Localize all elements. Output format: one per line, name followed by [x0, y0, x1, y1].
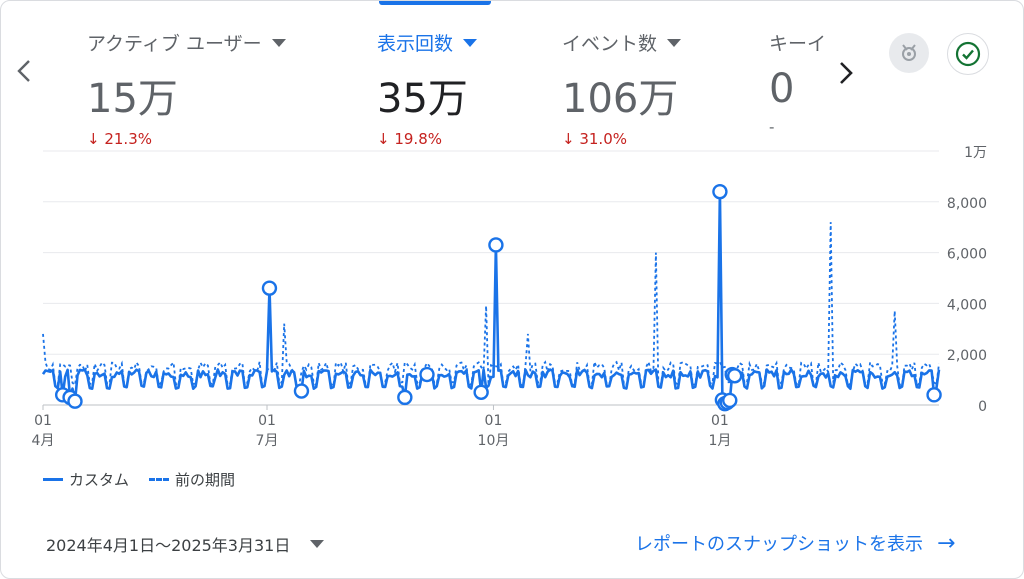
chart-grid [43, 150, 939, 406]
caret-down-icon [667, 38, 682, 47]
y-tick-label: 1万 [964, 145, 987, 161]
report-link-text: レポートのスナップショットを表示 [635, 534, 923, 555]
x-tick-month: 7月 [256, 433, 279, 449]
metric-delta: ↓ 21.3% [87, 130, 152, 148]
x-tick-day: 01 [34, 413, 52, 429]
metric-selector-key-events[interactable]: キーイベント [769, 29, 827, 56]
anomaly-marker[interactable] [726, 368, 743, 384]
insights-badge-button[interactable] [889, 33, 929, 73]
metric-value: 0 [769, 66, 795, 112]
anomaly-marker[interactable] [722, 392, 738, 409]
y-tick-label: 4,000 [947, 297, 987, 313]
metric-views[interactable]: 表示回数 35万 ↓ 19.8% [377, 29, 478, 148]
metric-label: キーイベント [769, 33, 827, 55]
chart-legend: カスタム 前の期間 [43, 469, 255, 490]
y-tick-label: 2,000 [947, 348, 987, 364]
view-report-snapshot-link[interactable]: レポートのスナップショットを表示 → [635, 530, 955, 556]
x-tick-day: 01 [485, 413, 503, 429]
views-line-chart: 0 2,000 4,000 6,000 8,000 1万 01 4月 01 7月 01 10月 01 1… [32, 145, 987, 449]
series-line-custom [41, 190, 941, 405]
anomaly-marker[interactable] [293, 383, 310, 399]
metric-delta: ↓ 31.0% [562, 130, 627, 148]
metric-active-users[interactable]: アクティブ ユーザー 15万 ↓ 21.3% [87, 29, 286, 148]
anomaly-marker[interactable] [419, 366, 435, 383]
status-check-button[interactable] [947, 33, 989, 75]
metric-delta: ↓ 19.8% [377, 130, 442, 148]
next-metrics-button[interactable] [837, 59, 855, 93]
x-tick-day: 01 [258, 413, 276, 429]
metric-selector-events[interactable]: イベント数 [562, 29, 682, 56]
legend-label: カスタム [69, 471, 130, 489]
anomaly-marker[interactable] [712, 183, 728, 200]
y-axis-ticks: 0 2,000 4,000 6,000 8,000 1万 [947, 145, 987, 415]
metric-label: イベント数 [562, 33, 658, 55]
date-range-selector[interactable]: 2024年4月1日～2025年3月31日 [46, 532, 325, 556]
metric-key-events[interactable]: キーイベント 0 - [769, 29, 827, 136]
prev-metrics-button[interactable] [15, 57, 33, 91]
arrow-right-icon: → [937, 530, 956, 556]
metric-events[interactable]: イベント数 106万 ↓ 31.0% [562, 29, 682, 148]
metric-value: 15万 [87, 76, 178, 122]
metric-value: 35万 [377, 76, 468, 122]
insights-badge-icon [902, 44, 916, 61]
anomaly-marker[interactable] [926, 387, 942, 403]
y-tick-label: 0 [978, 399, 987, 415]
legend-item-previous: 前の期間 [149, 469, 235, 490]
metric-label: アクティブ ユーザー [87, 33, 262, 55]
anomaly-marker[interactable] [488, 237, 504, 253]
anomaly-marker[interactable] [397, 389, 413, 406]
caret-down-icon [271, 38, 286, 47]
anomaly-markers [54, 183, 942, 412]
caret-down-icon [463, 38, 478, 47]
chevron-left-icon [17, 60, 30, 82]
x-axis-ticks: 01 4月 01 7月 01 10月 01 1月 [32, 405, 731, 449]
y-tick-label: 6,000 [947, 247, 987, 263]
date-range-text: 2024年4月1日～2025年3月31日 [46, 536, 291, 555]
anomaly-marker[interactable] [473, 384, 489, 401]
caret-down-icon [310, 540, 325, 548]
legend-swatch-dashed [149, 478, 170, 481]
x-tick-month: 1月 [708, 433, 731, 449]
y-tick-label: 8,000 [947, 196, 987, 212]
legend-item-custom: カスタム [43, 469, 129, 490]
x-tick-day: 01 [711, 413, 729, 429]
metric-label: 表示回数 [377, 33, 454, 55]
anomaly-marker[interactable] [67, 393, 83, 409]
metric-value: 106万 [562, 76, 679, 122]
legend-swatch-solid [43, 478, 63, 481]
metric-selector-views[interactable]: 表示回数 [377, 29, 478, 56]
metric-selector-active-users[interactable]: アクティブ ユーザー [87, 29, 286, 56]
x-tick-month: 4月 [32, 433, 55, 449]
metric-delta: - [769, 118, 775, 136]
check-circle-icon [955, 41, 981, 67]
x-tick-month: 10月 [478, 433, 510, 449]
legend-label: 前の期間 [175, 471, 236, 489]
active-tab-indicator [379, 1, 491, 5]
chevron-right-icon [840, 62, 853, 84]
anomaly-marker[interactable] [261, 280, 278, 296]
